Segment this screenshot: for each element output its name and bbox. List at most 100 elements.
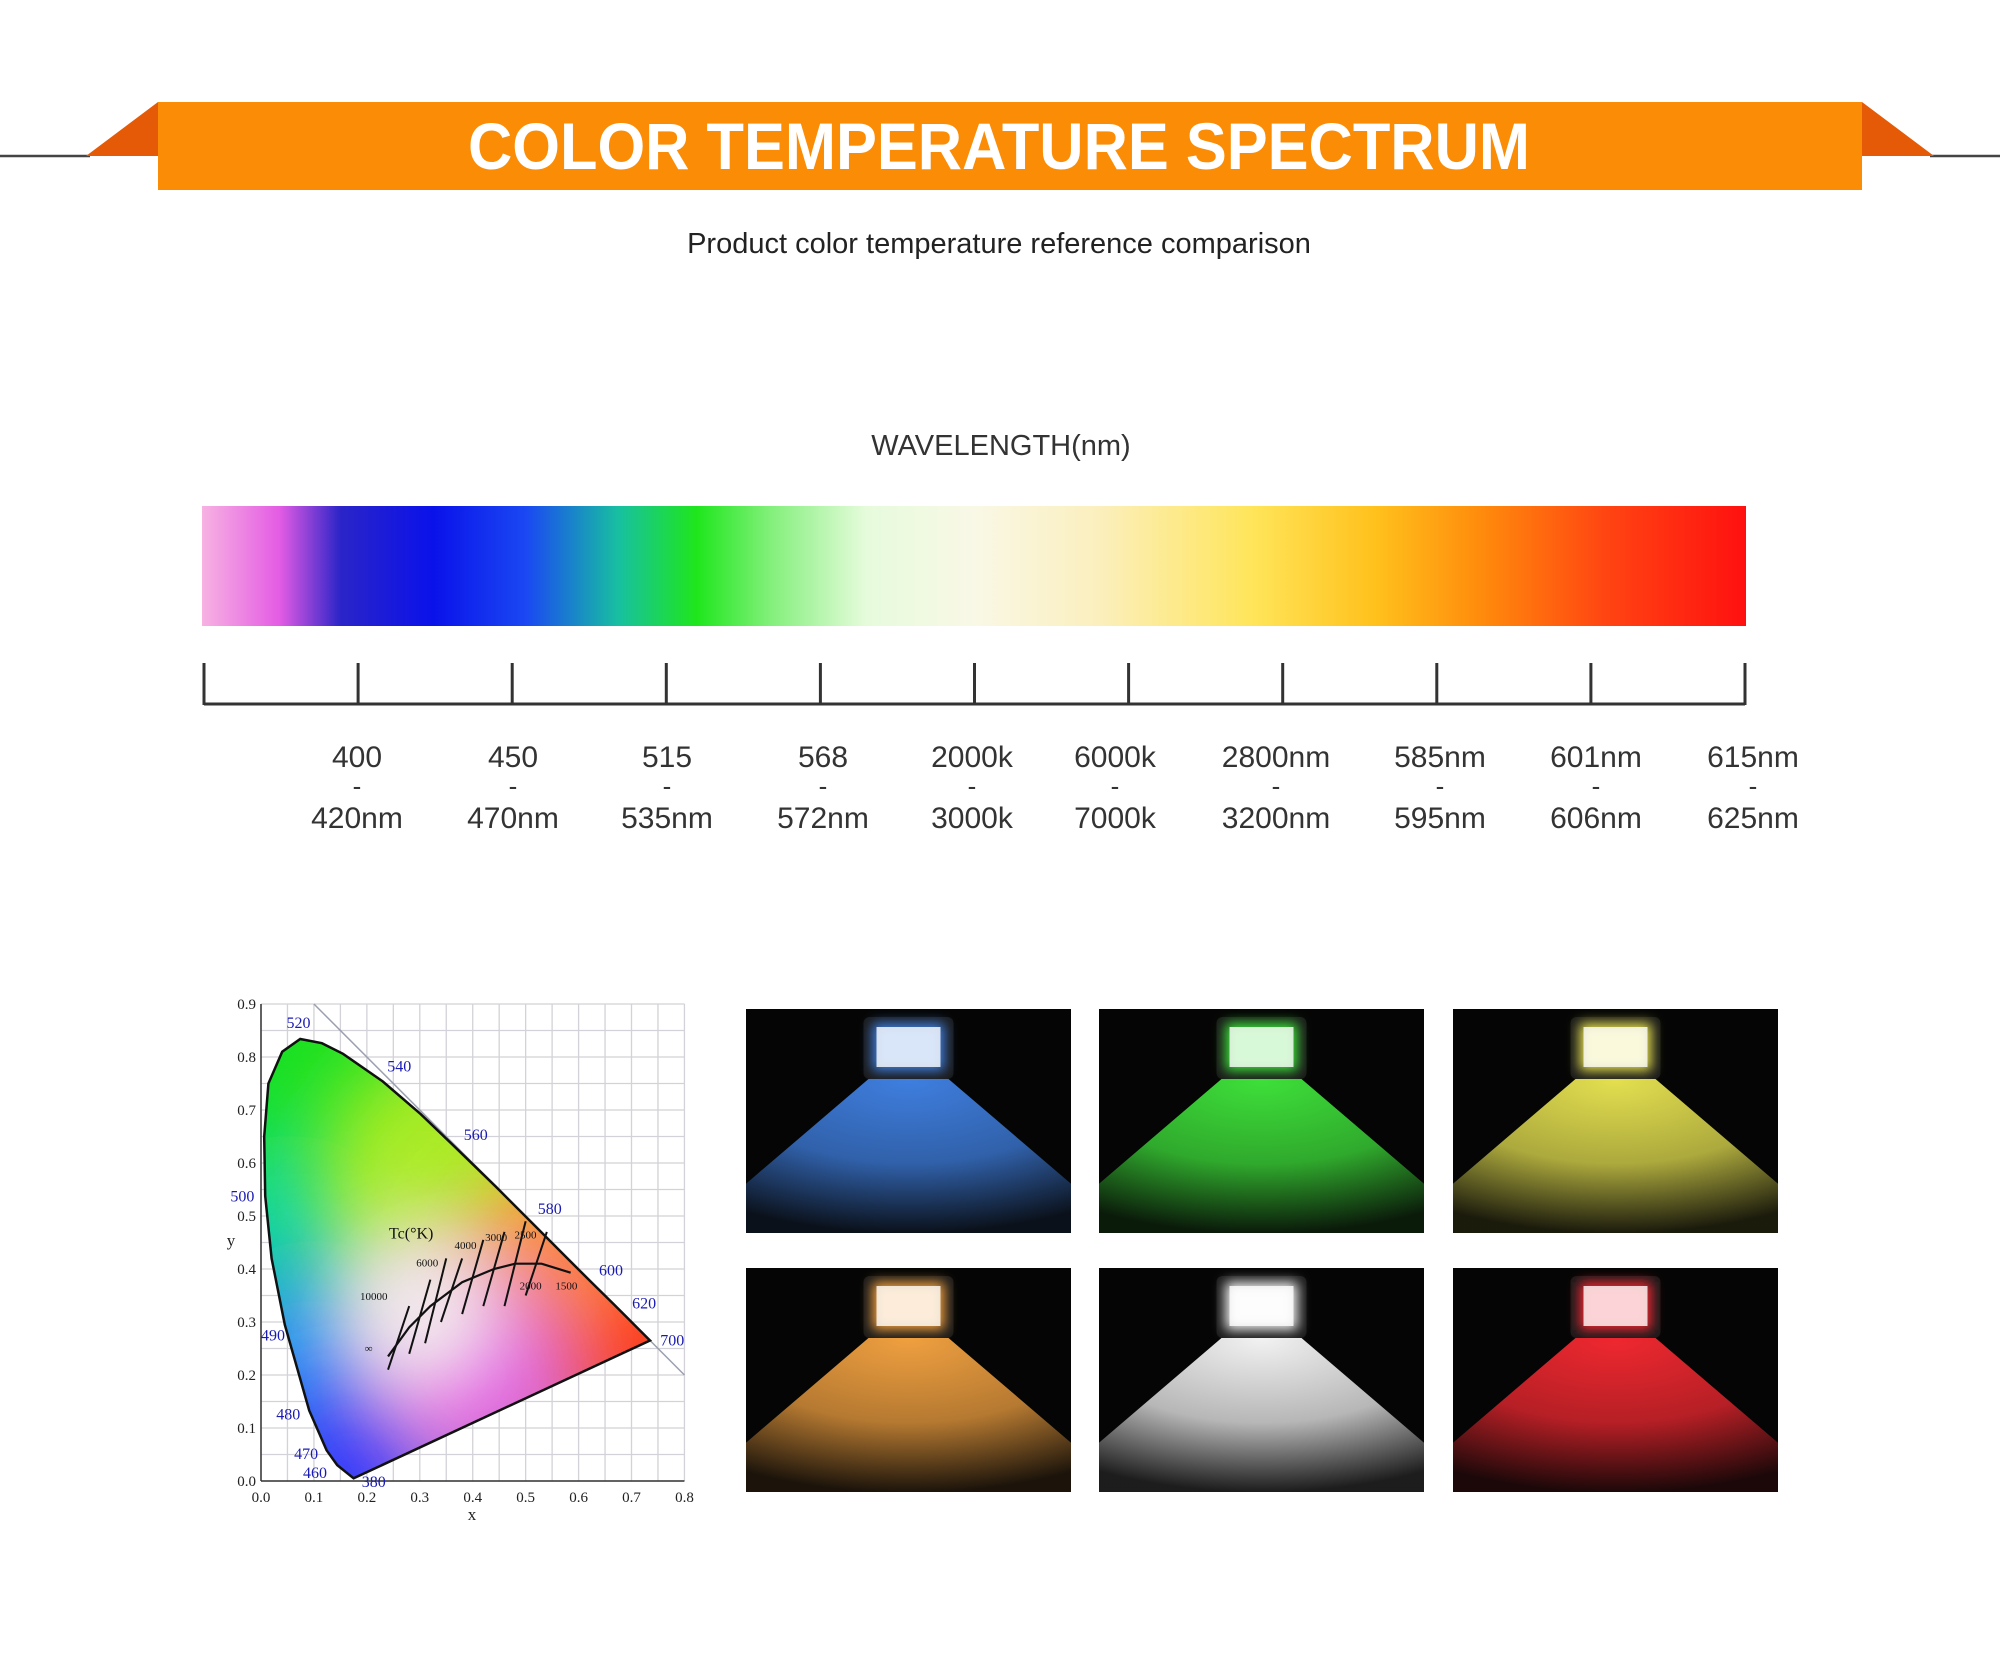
cie-temperature-label: 2000 (520, 1281, 543, 1293)
tick-label-from: 568 (798, 741, 848, 774)
cie-y-tick: 0.2 (237, 1368, 256, 1384)
tick-label-to: 572nm (777, 802, 869, 835)
cie-temperature-title: Tc(°K) (389, 1225, 433, 1242)
cie-x-tick: 0.3 (410, 1490, 429, 1506)
tick-label-to: 3000k (931, 802, 1014, 835)
cie-diagram: 0.0 0.1 0.2 0.3 0.4 0.5 0.6 0.7 0.8 0.0 0.1 0.2 0.3 0… (227, 997, 694, 1524)
cie-x-tick: 0.0 (252, 1490, 271, 1506)
isotherm (424, 1258, 448, 1344)
cie-temperature-label: 2500 (515, 1230, 538, 1242)
tick-label-separator: - (1272, 771, 1281, 801)
tick-label-separator: - (509, 771, 518, 801)
tick-label-separator: - (353, 771, 362, 801)
cie-color-blob (329, 1221, 510, 1402)
tick-label-to: 3200nm (1222, 802, 1330, 835)
light-beam (1099, 1338, 1424, 1492)
cie-temperature-label: 4000 (455, 1240, 478, 1252)
header-wing (86, 102, 158, 156)
tick-label-to: 535nm (621, 802, 713, 835)
tick-label-separator: - (1436, 771, 1445, 801)
cie-wavelength-label: 480 (276, 1407, 300, 1424)
cie-wavelength-label: 700 (660, 1333, 684, 1350)
tick-label-from: 6000k (1074, 741, 1157, 774)
light-beam (746, 1338, 1071, 1492)
cie-x-tick: 0.8 (675, 1490, 694, 1506)
cie-wavelength-label: 380 (362, 1474, 386, 1491)
tick-label-to: 606nm (1550, 802, 1642, 835)
tick-label-separator: - (968, 771, 977, 801)
tick-label-separator: - (663, 771, 672, 801)
cie-wavelength-label: 520 (286, 1015, 310, 1032)
page-title: COLOR TEMPERATURE SPECTRUM (468, 109, 1530, 183)
cie-x-tick: 0.7 (622, 1490, 641, 1506)
cie-wavelength-label: 620 (632, 1296, 656, 1313)
fixture-lens (1583, 1027, 1648, 1067)
cie-wavelength-label: 560 (464, 1127, 488, 1144)
fixture-lens (876, 1286, 941, 1326)
light-photo (746, 1009, 1071, 1233)
tick-label-to: 595nm (1394, 802, 1486, 835)
cie-y-tick: 0.0 (237, 1474, 256, 1490)
cie-temperature-label: ∞ (365, 1343, 373, 1355)
cie-wavelength-label: 600 (599, 1262, 623, 1279)
cie-temperature-label: 3000 (485, 1232, 508, 1244)
cie-y-tick: 0.6 (237, 1156, 256, 1172)
tick-label-from: 400 (332, 741, 382, 774)
isotherm (387, 1305, 411, 1371)
tick-label-separator: - (819, 771, 828, 801)
cie-x-tick: 0.1 (305, 1490, 324, 1506)
cie-locus (262, 1037, 653, 1480)
light-photo (1099, 1009, 1424, 1233)
header-band (158, 102, 1862, 190)
cie-y-tick: 0.9 (237, 997, 256, 1013)
cie-y-tick: 0.3 (237, 1315, 256, 1331)
light-photo (1099, 1268, 1424, 1492)
tick-label-from: 585nm (1394, 741, 1486, 774)
cie-wavelength-label: 470 (294, 1446, 318, 1463)
cie-temperature-label: 6000 (416, 1258, 439, 1270)
tick-label-to: 420nm (311, 802, 403, 835)
cie-wavelength-label: 580 (538, 1201, 562, 1218)
tick-label-to: 625nm (1707, 802, 1799, 835)
cie-x-tick: 0.2 (357, 1490, 376, 1506)
tick-label-from: 515 (642, 741, 692, 774)
page-subtitle: Product color temperature reference comp… (687, 228, 1311, 260)
isotherm (524, 1231, 548, 1296)
fixture-lens (1229, 1286, 1294, 1326)
cie-wavelength-label: 490 (261, 1327, 285, 1344)
tick-label-from: 2800nm (1222, 741, 1330, 774)
header-wing (1862, 102, 1934, 156)
tick-label-separator: - (1592, 771, 1601, 801)
tick-label-from: 450 (488, 741, 538, 774)
cie-temperature-label: 1500 (555, 1281, 578, 1293)
light-beam (1453, 1079, 1778, 1233)
isotherm (503, 1221, 527, 1307)
cie-temperature-label: 10000 (360, 1291, 388, 1303)
cie-x-tick: 0.6 (569, 1490, 588, 1506)
isotherm (408, 1279, 432, 1355)
cie-wavelength-label: 500 (230, 1188, 254, 1205)
cie-x-tick: 0.5 (516, 1490, 535, 1506)
tick-label-from: 2000k (931, 741, 1014, 774)
fixture-lens (1229, 1027, 1294, 1067)
cie-y-tick: 0.7 (237, 1103, 256, 1119)
light-photo (1453, 1009, 1778, 1233)
tick-label-to: 7000k (1074, 802, 1157, 835)
light-photo (1453, 1268, 1778, 1492)
fixture-lens (876, 1027, 941, 1067)
cie-x-tick: 0.4 (463, 1490, 482, 1506)
tick-label-to: 470nm (467, 802, 559, 835)
spectrum-bar (202, 506, 1746, 626)
cie-wavelength-label: 540 (387, 1058, 411, 1075)
tick-label-separator: - (1749, 771, 1758, 801)
isotherm (482, 1231, 506, 1307)
isotherm (440, 1258, 464, 1323)
light-beam (1099, 1079, 1424, 1233)
cie-y-tick: 0.1 (237, 1421, 256, 1437)
light-beam (746, 1079, 1071, 1233)
tick-label-from: 601nm (1550, 741, 1642, 774)
fixture-lens (1583, 1286, 1648, 1326)
cie-y-tick: 0.5 (237, 1209, 256, 1225)
